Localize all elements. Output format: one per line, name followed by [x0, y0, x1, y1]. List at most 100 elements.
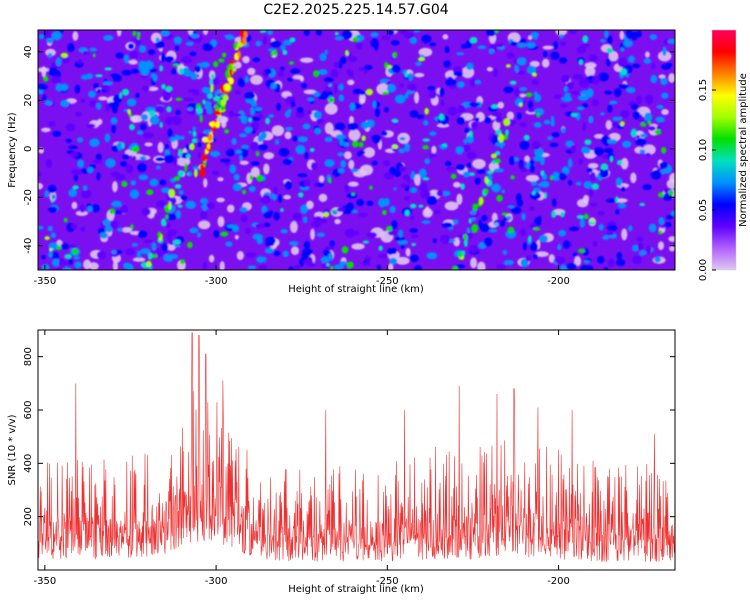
heatmap-cell	[282, 158, 293, 166]
heatmap-cell	[493, 67, 499, 78]
heatmap-frame	[37, 29, 676, 271]
heatmap-cell	[536, 112, 541, 118]
heatmap-cell	[531, 72, 537, 77]
heatmap-cell	[570, 90, 581, 95]
colorbar-tick-label: 0.00	[698, 259, 709, 281]
heatmap-cell	[310, 228, 315, 241]
heatmap-cell	[455, 146, 464, 155]
heatmap-cell	[183, 97, 195, 102]
heatmap-cell	[139, 123, 147, 131]
heatmap-feature-cell	[207, 93, 213, 99]
heatmap-cell	[528, 100, 534, 110]
heatmap-cell	[167, 213, 177, 221]
heatmap-cell	[229, 164, 237, 174]
heatmap-cell	[121, 142, 125, 150]
heatmap-cell	[292, 74, 304, 80]
heatmap-cell	[560, 74, 571, 83]
heatmap-cell	[431, 145, 437, 154]
heatmap-cell	[523, 134, 530, 141]
y-tick-label: -40	[23, 238, 34, 254]
figure-title: C2E2.2025.225.14.57.G04	[263, 2, 448, 18]
heatmap-cell	[178, 67, 185, 75]
heatmap-cell	[68, 188, 78, 198]
heatmap-cell	[326, 263, 330, 267]
heatmap-cell	[244, 91, 256, 100]
heatmap-cell	[264, 242, 275, 247]
heatmap-cell	[510, 206, 522, 214]
heatmap-cell	[104, 133, 111, 143]
heatmap-cell	[606, 224, 618, 232]
heatmap-cell	[397, 239, 409, 245]
heatmap-cell	[566, 263, 577, 270]
heatmap-cell	[70, 169, 82, 176]
heatmap-cell	[483, 237, 493, 247]
heatmap-cell	[609, 100, 618, 105]
heatmap-cell	[302, 248, 313, 256]
heatmap-cell	[415, 61, 422, 66]
heatmap-cell	[295, 144, 306, 155]
heatmap-feature-cell	[202, 99, 206, 105]
heatmap-cell	[391, 64, 401, 73]
heatmap-cell	[566, 81, 575, 90]
heatmap-feature-cell	[497, 133, 505, 143]
heatmap-cell	[164, 55, 175, 63]
heatmap-cell	[424, 107, 429, 115]
heatmap-feature-cell	[173, 176, 181, 182]
heatmap-feature-cell	[186, 153, 191, 160]
heatmap-cell	[625, 30, 634, 39]
heatmap-cell	[52, 130, 62, 137]
heatmap-cell	[41, 127, 51, 133]
heatmap-cell	[80, 189, 92, 199]
heatmap-cell	[202, 30, 209, 35]
snr-series-line	[38, 332, 675, 562]
heatmap-cell	[117, 227, 124, 232]
heatmap-cell	[560, 264, 568, 270]
heatmap-cell	[134, 40, 142, 46]
heatmap-cell	[283, 194, 291, 200]
heatmap-cell	[128, 59, 138, 65]
heatmap-cell	[288, 61, 295, 65]
heatmap-cell	[313, 216, 323, 222]
heatmap-feature-cell	[214, 104, 219, 111]
heatmap-cell	[525, 255, 532, 262]
heatmap-cell	[248, 117, 252, 123]
heatmap-cell	[126, 98, 137, 107]
heatmap-cell	[70, 223, 78, 230]
heatmap-cell	[303, 241, 311, 250]
heatmap-cell	[171, 116, 182, 126]
heatmap-cell	[529, 205, 535, 212]
heatmap-cell	[136, 32, 141, 40]
heatmap-cell	[488, 49, 495, 55]
heatmap-feature-cell	[223, 94, 229, 101]
heatmap-cell	[242, 55, 250, 64]
heatmap-cell	[378, 198, 387, 208]
heatmap-cell	[289, 68, 301, 74]
heatmap-cell	[110, 73, 120, 78]
heatmap-cell	[100, 84, 111, 91]
heatmap-cell	[258, 264, 268, 270]
heatmap-cell	[605, 119, 612, 130]
heatmap-feature-cell	[478, 196, 484, 205]
heatmap-cell	[282, 49, 288, 55]
heatmap-cell	[129, 123, 135, 131]
heatmap-cell	[443, 60, 451, 68]
heatmap-cell	[407, 177, 412, 184]
heatmap-cell	[125, 164, 134, 174]
heatmap-cell	[89, 138, 100, 147]
heatmap-cell	[488, 228, 498, 233]
heatmap-cell	[553, 40, 559, 50]
heatmap-cell	[64, 254, 72, 259]
heatmap-cell	[102, 81, 114, 86]
heatmap-cell	[506, 111, 515, 120]
heatmap-cell	[74, 84, 81, 94]
heatmap-cell	[370, 32, 379, 38]
heatmap-feature-cell	[189, 143, 195, 151]
heatmap-cell	[407, 83, 417, 92]
heatmap-cell	[148, 49, 156, 56]
heatmap-cell	[45, 37, 54, 44]
heatmap-cell	[519, 122, 528, 127]
heatmap-cell	[96, 102, 102, 110]
heatmap-cell	[609, 156, 614, 163]
heatmap-cell	[581, 146, 589, 154]
heatmap-feature-cell	[157, 231, 161, 238]
